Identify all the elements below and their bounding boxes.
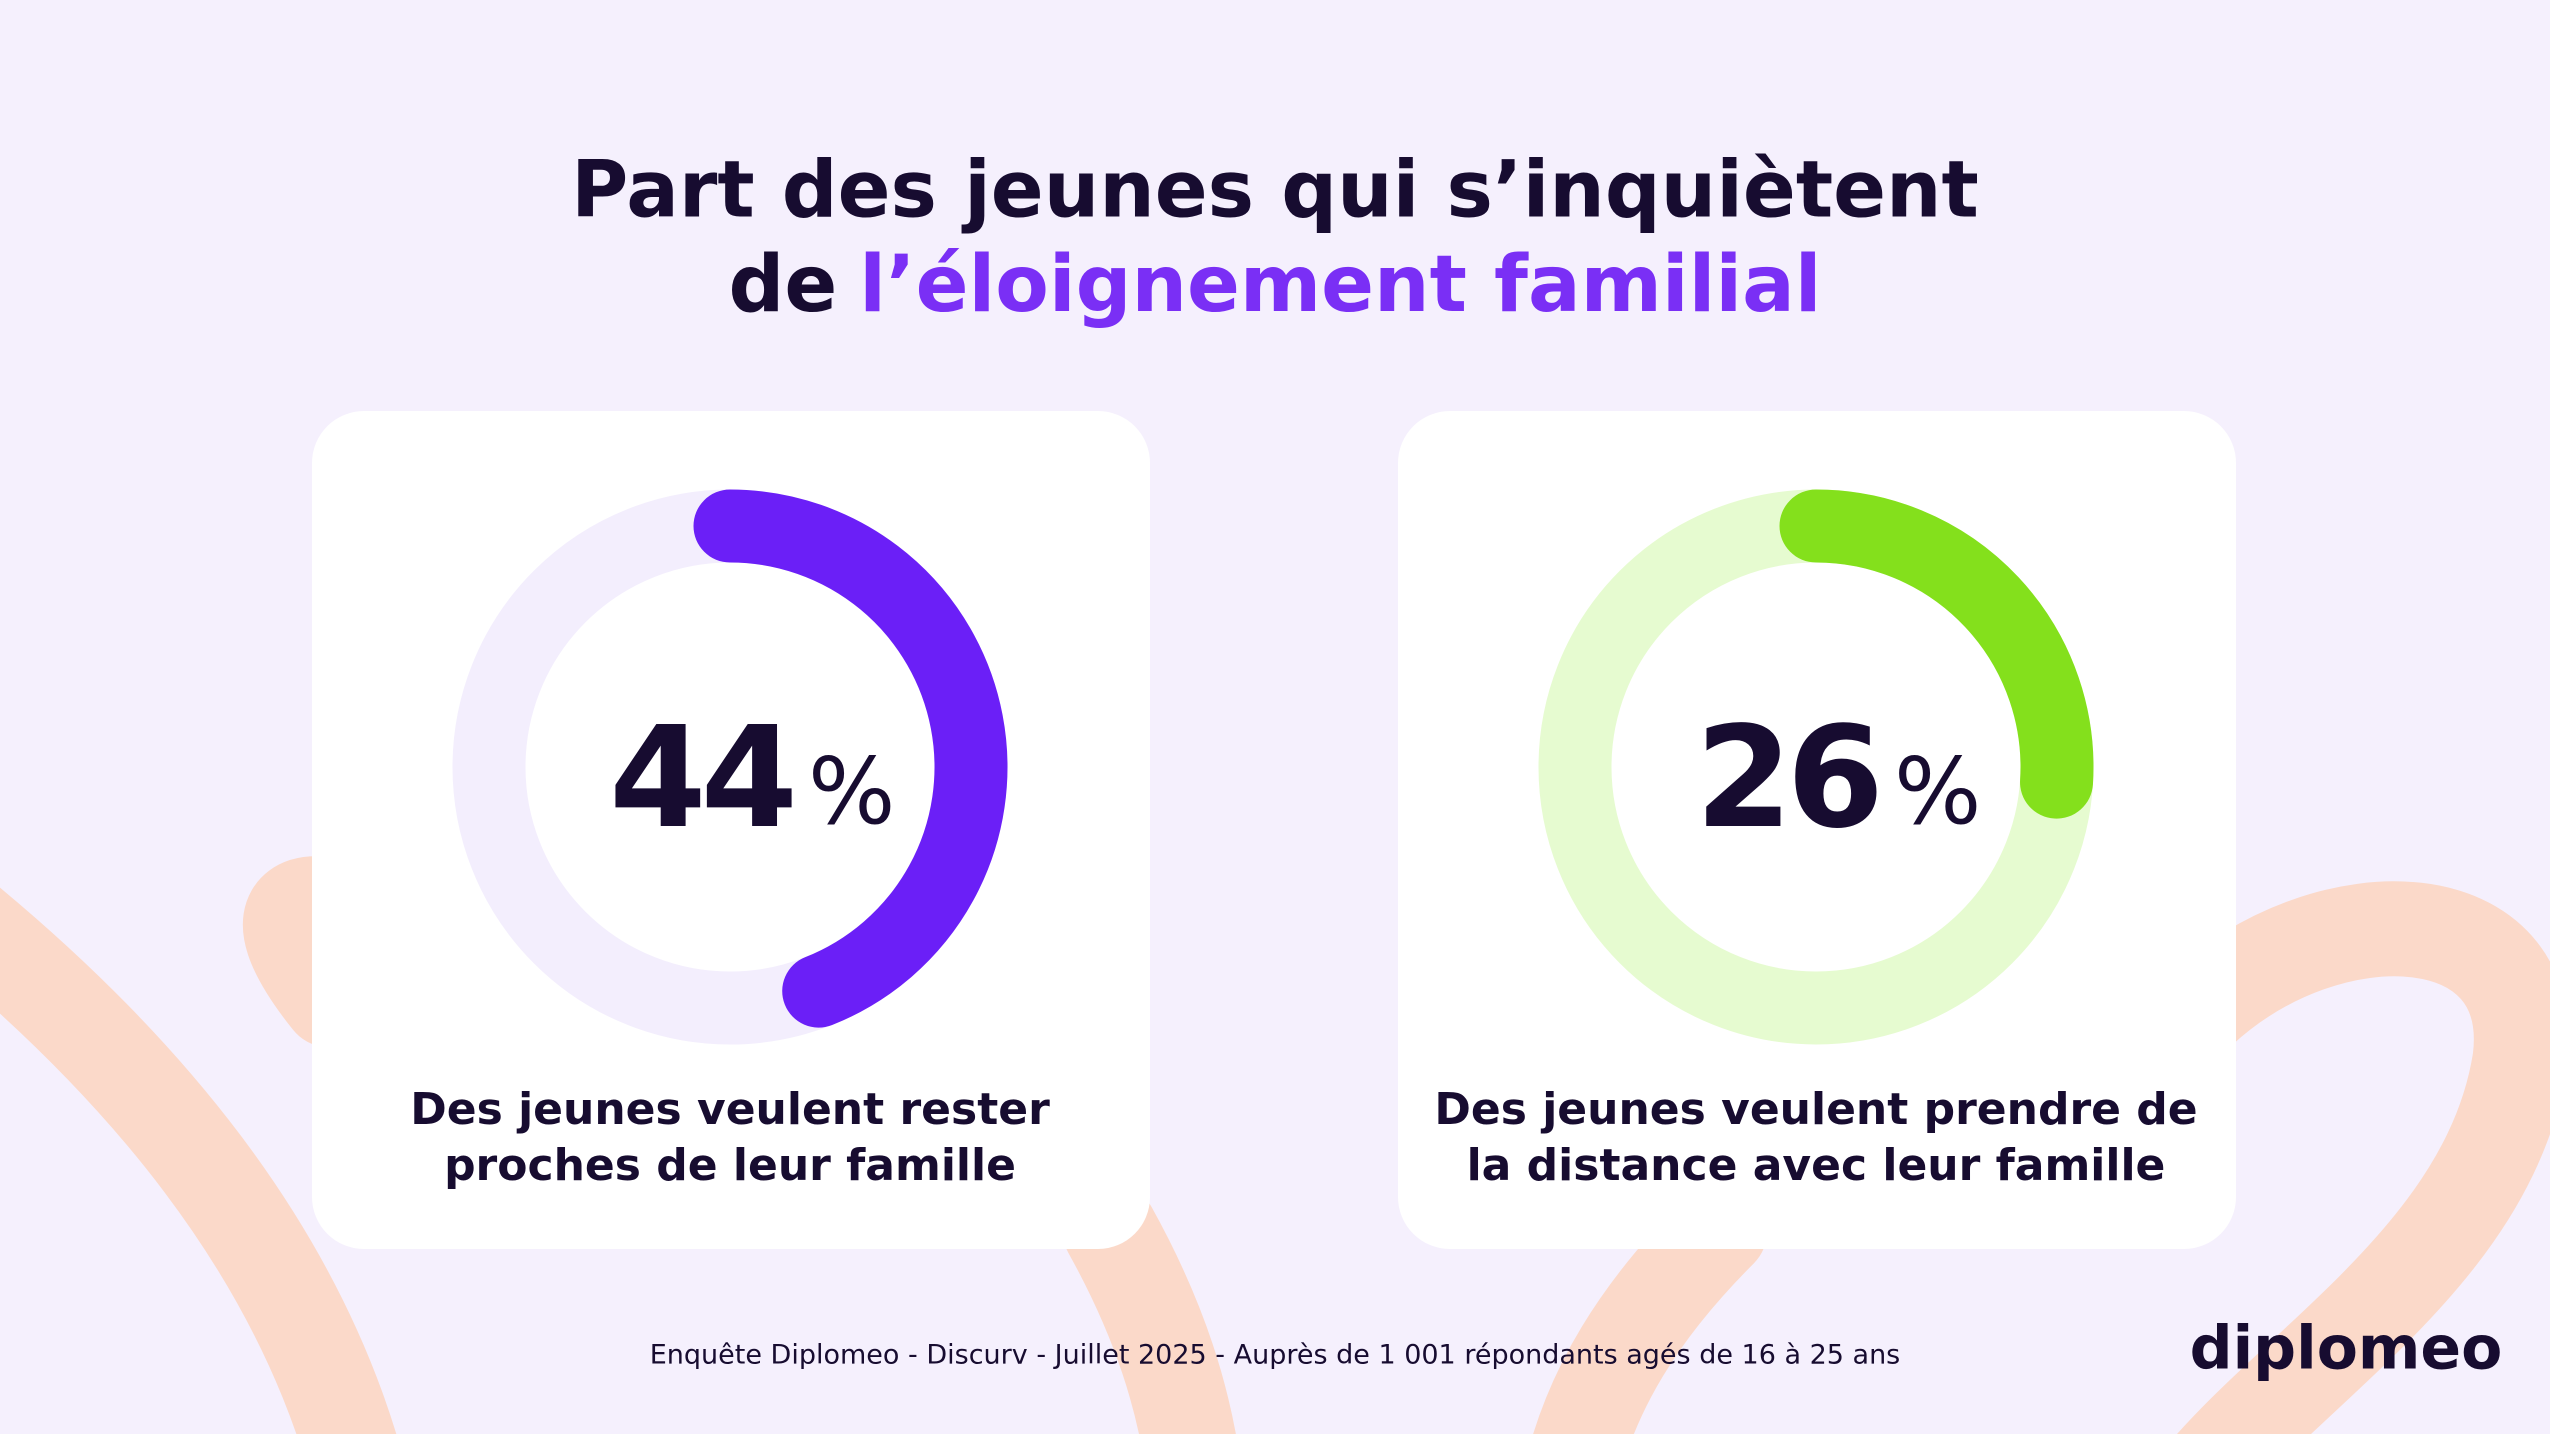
- value-label: 44: [609, 697, 792, 860]
- title-highlight: l’éloignement familial: [859, 240, 1821, 330]
- value-label: 26: [1695, 697, 1878, 860]
- donut-arc: [1779, 489, 2094, 819]
- caption: Des jeunes veulent prendre de: [1434, 1084, 2197, 1135]
- caption: Des jeunes veulent rester: [410, 1084, 1050, 1135]
- caption: proches de leur famille: [444, 1140, 1016, 1191]
- source: Enquête Diplomeo - Discurv - Juillet 202…: [650, 1340, 1901, 1371]
- decoration: [0, 856, 2550, 1434]
- caption: la distance avec leur famille: [1467, 1140, 2166, 1191]
- title-line: de l’éloignement familial: [729, 240, 1822, 330]
- logo: diplomeo: [2190, 1314, 2503, 1384]
- value-unit: %: [1894, 738, 1981, 845]
- title-line: Part des jeunes qui s’inquiètent: [571, 145, 1979, 235]
- value-unit: %: [808, 738, 895, 845]
- donut-arc: [693, 489, 1008, 1028]
- title-text: de: [729, 240, 838, 330]
